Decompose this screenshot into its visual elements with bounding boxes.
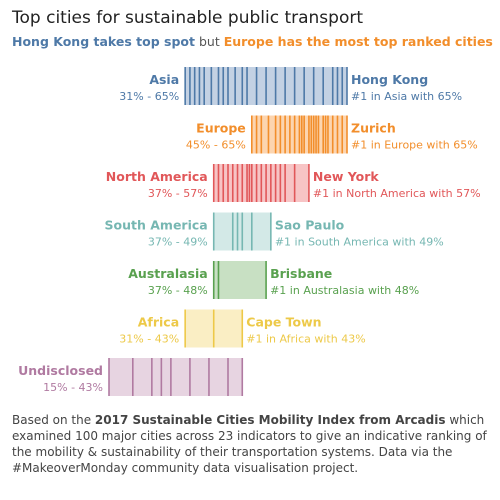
top-city-note-south-america: #1 in South America with 49% [275, 236, 444, 249]
top-city-asia: Hong Kong [351, 72, 428, 87]
chart-subtitle: Hong Kong takes top spot but Europe has … [12, 34, 493, 49]
region-label-africa: Africa [138, 315, 179, 330]
top-city-north-america: New York [313, 169, 379, 184]
region-label-south-america: South America [105, 218, 208, 233]
range-bar-australasia [213, 261, 267, 299]
top-city-south-america: Sao Paulo [275, 218, 345, 233]
top-city-africa: Cape Town [246, 315, 321, 330]
top-city-note-africa: #1 in Africa with 43% [246, 333, 365, 346]
footnote-detail: which examined 100 major cities across 2… [12, 413, 487, 475]
region-label-europe: Europe [196, 121, 246, 136]
region-range-europe: 45% - 65% [186, 139, 246, 152]
subtitle-highlight-europe: Europe has the most top ranked cities [223, 34, 493, 49]
region-range-australasia: 37% - 48% [148, 284, 208, 297]
top-city-europe: Zurich [351, 121, 396, 136]
footnote: Based on the 2017 Sustainable Cities Mob… [12, 412, 490, 476]
footnote-source: 2017 Sustainable Cities Mobility Index f… [94, 413, 446, 427]
subtitle-connector: but [194, 34, 224, 49]
region-label-australasia: Australasia [128, 266, 207, 281]
region-label-undisclosed: Undisclosed [18, 363, 103, 378]
chart-title: Top cities for sustainable public transp… [12, 8, 364, 28]
region-label-north-america: North America [106, 169, 208, 184]
top-city-note-asia: #1 in Asia with 65% [351, 90, 462, 103]
region-range-africa: 31% - 43% [119, 333, 179, 346]
region-label-asia: Asia [149, 72, 179, 87]
top-city-note-europe: #1 in Europe with 65% [351, 139, 478, 152]
range-bar-undisclosed [109, 358, 243, 396]
region-range-chart: Asia 31% - 65% Hong Kong #1 in Asia with 65… [18, 67, 481, 396]
region-range-undisclosed: 15% - 43% [43, 381, 103, 394]
region-range-north-america: 37% - 57% [148, 187, 208, 200]
footnote-intro: Based on the [12, 413, 95, 427]
subtitle-highlight-hongkong: Hong Kong takes top spot [12, 34, 195, 49]
top-city-note-australasia: #1 in Australasia with 48% [270, 284, 419, 297]
region-range-south-america: 37% - 49% [148, 236, 208, 249]
region-range-asia: 31% - 65% [119, 90, 179, 103]
top-city-australasia: Brisbane [270, 266, 332, 281]
top-city-note-north-america: #1 in North America with 57% [313, 187, 481, 200]
